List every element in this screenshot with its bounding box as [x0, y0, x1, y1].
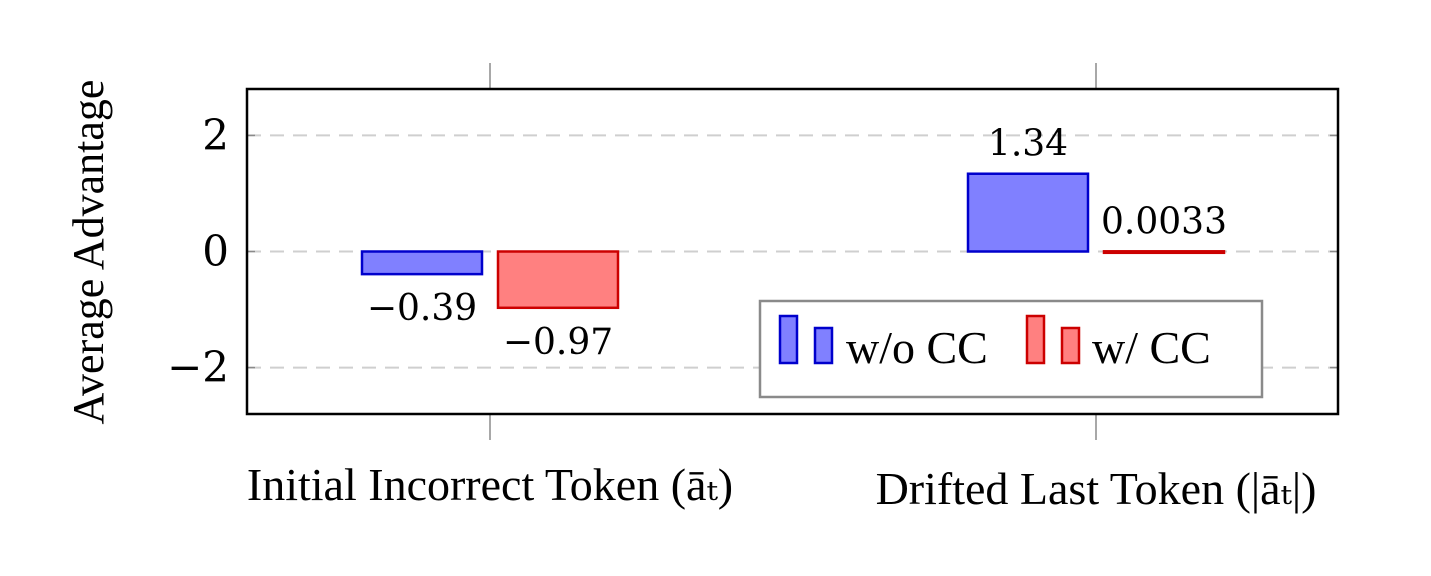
data-labels: −0.39 1.34 −0.97 0.0033 [367, 124, 1227, 363]
bar-w-cc-cat1 [1102, 250, 1226, 255]
data-label-wo-cc-cat0: −0.39 [367, 288, 477, 329]
axis-ticks [247, 63, 1338, 440]
bar-w-cc-cat0 [496, 250, 620, 310]
bar-wo-cc-cat1 [966, 172, 1090, 253]
bars [360, 172, 1226, 310]
y-tick-label-2: 2 [202, 110, 229, 159]
y-tick-label-1: 0 [202, 227, 229, 276]
category-label-initial-incorrect-token: Initial Incorrect Token (āₜ) [247, 459, 733, 510]
legend-swatch-w-cc-2 [1060, 326, 1081, 365]
bar-wo-cc-cat0 [360, 250, 484, 276]
y-axis-title: Average Advantage [64, 80, 113, 425]
y-tick-labels: −2 0 2 [167, 110, 229, 391]
legend: w/o CC w/ CC [758, 299, 1264, 399]
legend-label-w-cc: w/ CC [1092, 322, 1211, 373]
legend-box [758, 299, 1264, 399]
data-label-wo-cc-cat1: 1.34 [988, 124, 1068, 165]
plot-frame [245, 87, 1340, 416]
y-tick-label-0: −2 [167, 343, 229, 392]
legend-swatch-wo-cc-2 [813, 326, 834, 365]
legend-swatch-w-cc-1 [1025, 314, 1046, 365]
legend-label-wo-cc: w/o CC [846, 322, 988, 373]
category-label-drifted-last-token: Drifted Last Token (|āₜ|) [876, 463, 1317, 514]
data-label-w-cc-cat0: −0.97 [503, 322, 613, 363]
data-label-w-cc-cat1: 0.0033 [1101, 201, 1227, 242]
legend-swatch-wo-cc-1 [778, 314, 799, 365]
